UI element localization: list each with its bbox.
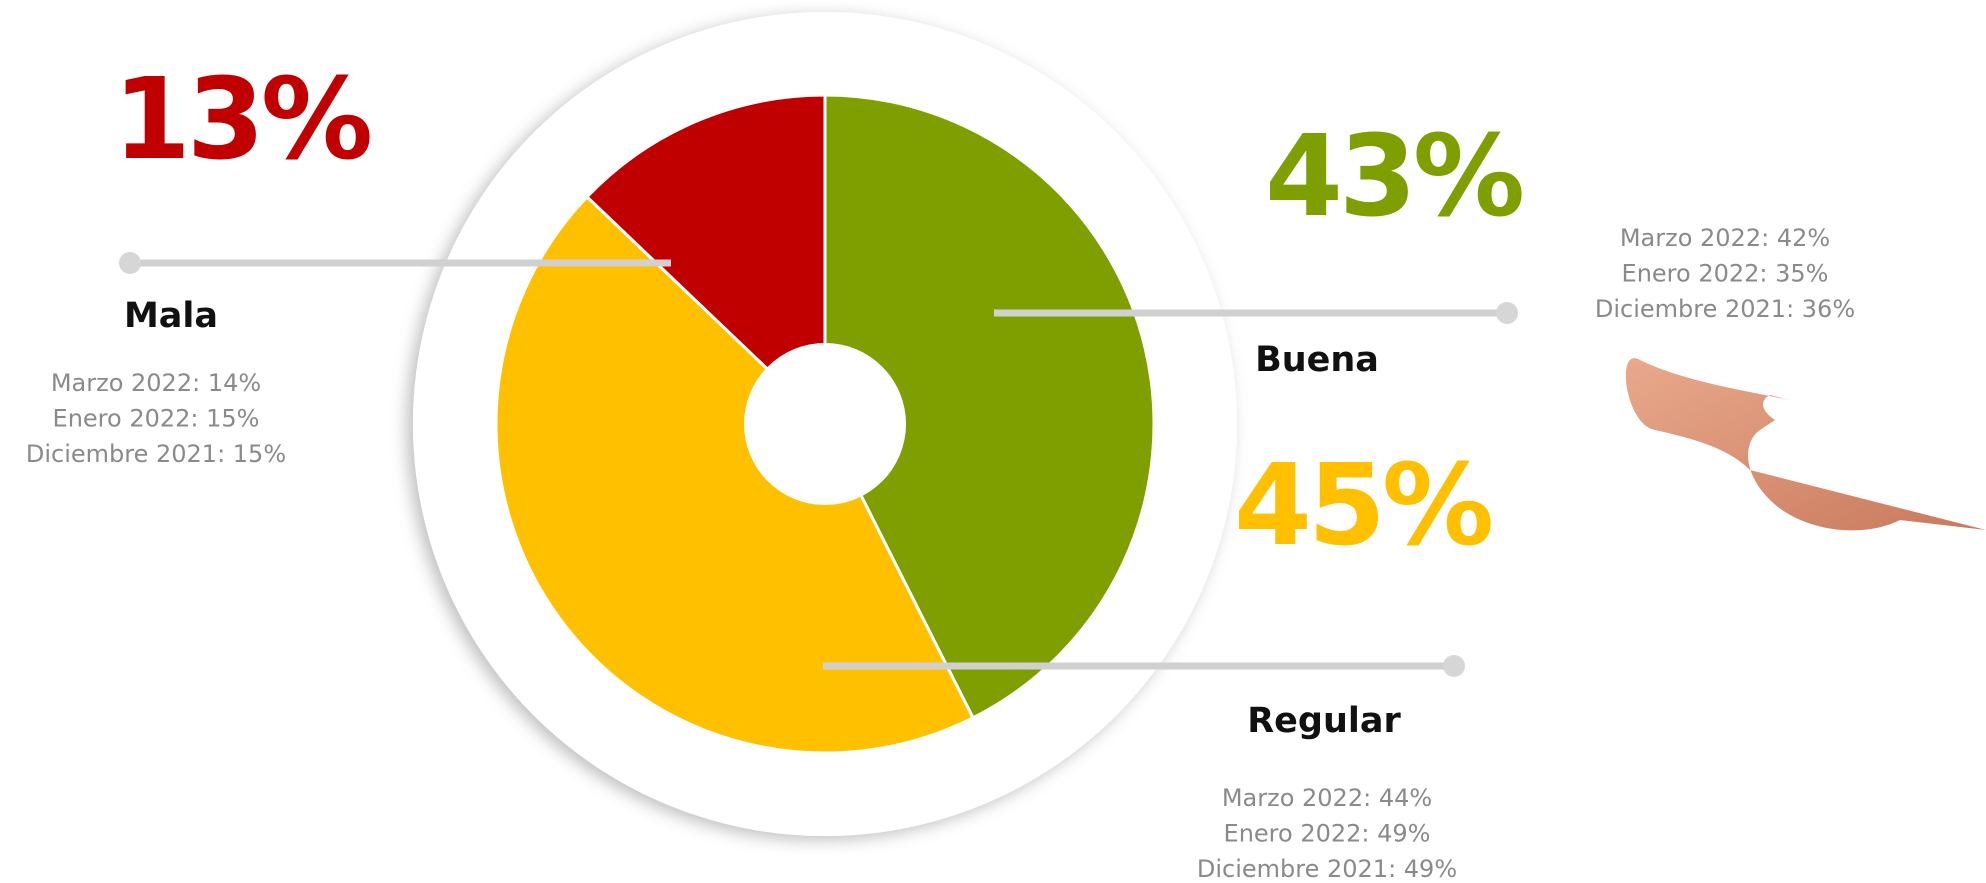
pointing-hand	[1626, 358, 1986, 530]
category-label: Regular	[1247, 701, 1401, 741]
value-label: 43%	[1265, 112, 1522, 242]
detail-text: Diciembre 2021: 15%	[26, 440, 286, 468]
detail-text: Marzo 2022: 14%	[51, 369, 261, 397]
chart: 43% Buena Marzo 2022: 42% Enero 2022: 35% Di…	[0, 0, 1986, 883]
value-label: 13%	[113, 55, 370, 185]
category-label: Mala	[124, 296, 218, 336]
category-label: Buena	[1255, 340, 1379, 380]
detail-text: Enero 2022: 49%	[1224, 820, 1431, 848]
detail-text: Diciembre 2021: 36%	[1595, 295, 1855, 323]
detail-text: Enero 2022: 15%	[53, 405, 260, 433]
donut-hole	[744, 343, 906, 505]
value-label: 45%	[1234, 441, 1491, 571]
detail-text: Marzo 2022: 44%	[1222, 784, 1432, 812]
detail-text: Diciembre 2021: 49%	[1197, 855, 1457, 883]
detail-text: Enero 2022: 35%	[1622, 260, 1829, 288]
detail-text: Marzo 2022: 42%	[1620, 224, 1830, 252]
connector-dot	[1443, 655, 1465, 677]
connector-dot	[1496, 302, 1518, 324]
connector-dot	[119, 252, 141, 274]
